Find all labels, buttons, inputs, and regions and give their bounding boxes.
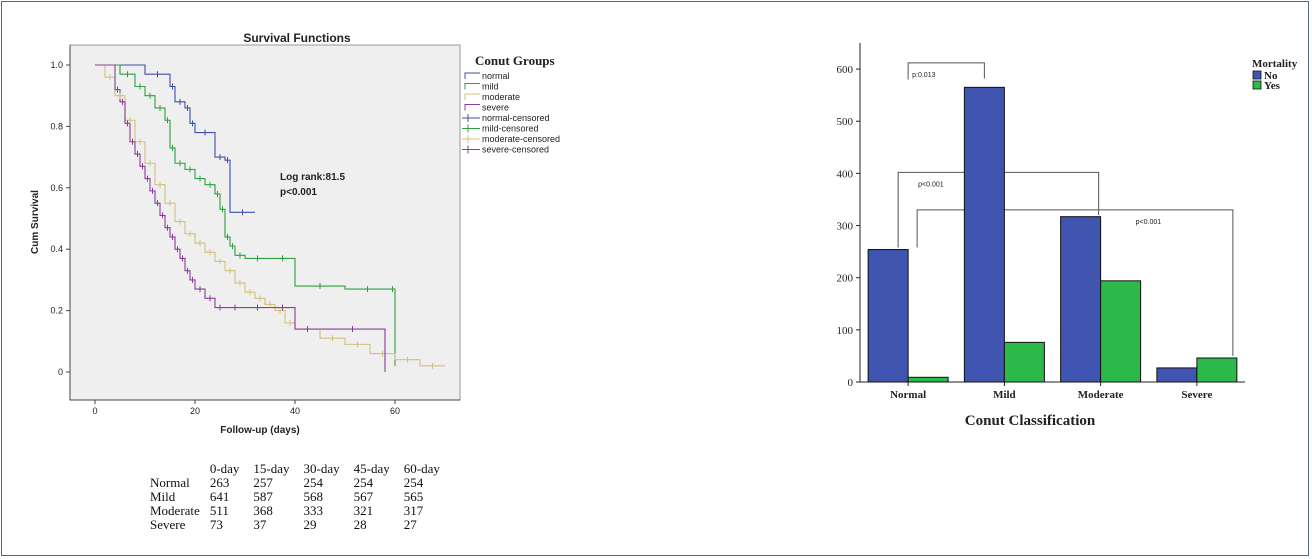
axes: 0 20 40 60 0 0.2 0.4 0.6 0.8 1.0 <box>50 45 460 416</box>
risk-table-cell: 257 <box>253 475 273 490</box>
risk-table-row-label: Normal <box>150 475 190 490</box>
y-tick-label: 0.8 <box>50 121 63 131</box>
risk-table-cell: 321 <box>353 503 374 518</box>
risk-table-row: Normal 263 257 254 254 254 <box>150 476 454 490</box>
legend-line-normal <box>464 72 480 79</box>
risk-table-header-cell: 30-day <box>303 461 340 476</box>
y-tick-label: 0.6 <box>50 183 63 193</box>
risk-table-header-cell: 45-day <box>353 461 390 476</box>
risk-table-cell: 28 <box>353 517 367 532</box>
chart-title: Survival Functions <box>243 31 351 45</box>
risk-table-row: Moderate 511 368 333 321 317 <box>150 504 454 518</box>
risk-table-cell: 333 <box>303 503 324 518</box>
risk-table-row-label: Severe <box>150 517 186 532</box>
survival-chart: 0 20 40 60 0 0.2 0.4 0.6 0.8 1.0 Survival Functio… <box>30 31 560 436</box>
km-line-mild <box>95 64 396 366</box>
risk-table-cell: 641 <box>209 489 230 504</box>
risk-table-cell: 37 <box>253 517 267 532</box>
legend-label-normal: normal <box>482 71 510 81</box>
number-at-risk-table: 0-day 15-day 30-day 45-day 60-day Normal… <box>150 462 454 532</box>
risk-table-corner <box>150 462 210 476</box>
annotation-pvalue: p<0.001 <box>280 187 317 198</box>
legend: normalmildmoderateseverenormal-censoredm… <box>462 71 560 155</box>
legend-label-severe-censored: severe-censored <box>482 145 549 155</box>
y-tick-label: 1.0 <box>50 60 63 70</box>
risk-table-cell: 29 <box>303 517 317 532</box>
risk-table-cell: 317 <box>403 503 424 518</box>
risk-table-cell: 567 <box>353 489 374 504</box>
risk-table-cell: 73 <box>209 517 223 532</box>
legend-label-moderate-censored: moderate-censored <box>482 134 560 144</box>
legend-label-normal-censored: normal-censored <box>482 113 550 123</box>
km-line-severe <box>95 64 386 372</box>
x-tick-label: 20 <box>190 406 200 416</box>
y-tick-label: 0.4 <box>50 244 63 254</box>
risk-table-cell: 568 <box>303 489 324 504</box>
risk-table-row-label: Mild <box>150 489 176 504</box>
risk-table-cell: 368 <box>253 503 273 518</box>
risk-table-row-label: Moderate <box>150 503 200 518</box>
risk-table-row: Severe 73 37 29 28 27 <box>150 518 454 532</box>
legend-label-mild: mild <box>482 82 499 92</box>
risk-table-row: Mild 641 587 568 567 565 <box>150 490 454 504</box>
risk-table-cell: 254 <box>403 475 424 490</box>
risk-table-cell: 254 <box>303 475 324 490</box>
y-tick-label: 0.2 <box>50 306 63 316</box>
km-line-normal <box>95 64 255 213</box>
legend-title: Conut Groups <box>475 53 555 68</box>
x-tick-label: 40 <box>290 406 300 416</box>
risk-table-cell: 587 <box>253 489 273 504</box>
risk-table-cell: 565 <box>403 489 424 504</box>
risk-table-cell: 511 <box>209 503 229 518</box>
risk-table-cell: 27 <box>403 517 417 532</box>
risk-table-header-cell: 0-day <box>209 461 240 476</box>
legend-label-moderate: moderate <box>482 92 520 102</box>
legend-label-severe: severe <box>482 103 509 113</box>
risk-table-header-cell: 60-day <box>403 461 440 476</box>
risk-table-header: 0-day 15-day 30-day 45-day 60-day <box>150 462 454 476</box>
x-axis-label: Follow-up (days) <box>220 425 299 436</box>
risk-table-cell: 263 <box>209 475 230 490</box>
y-axis-label: Cum Survival <box>30 190 41 254</box>
x-tick-label: 0 <box>92 406 97 416</box>
legend-line-severe <box>464 104 480 111</box>
legend-line-mild <box>464 83 480 90</box>
x-tick-label: 60 <box>390 406 400 416</box>
censor-marks <box>109 71 433 369</box>
y-tick-label: 0 <box>58 367 63 377</box>
legend-line-moderate <box>464 93 480 100</box>
risk-table-cell: 254 <box>353 475 374 490</box>
annotation-logrank: Log rank:81.5 <box>280 172 345 183</box>
plot-background <box>69 44 461 401</box>
legend-label-mild-censored: mild-censored <box>482 124 539 134</box>
risk-table-header-cell: 15-day <box>253 461 290 476</box>
